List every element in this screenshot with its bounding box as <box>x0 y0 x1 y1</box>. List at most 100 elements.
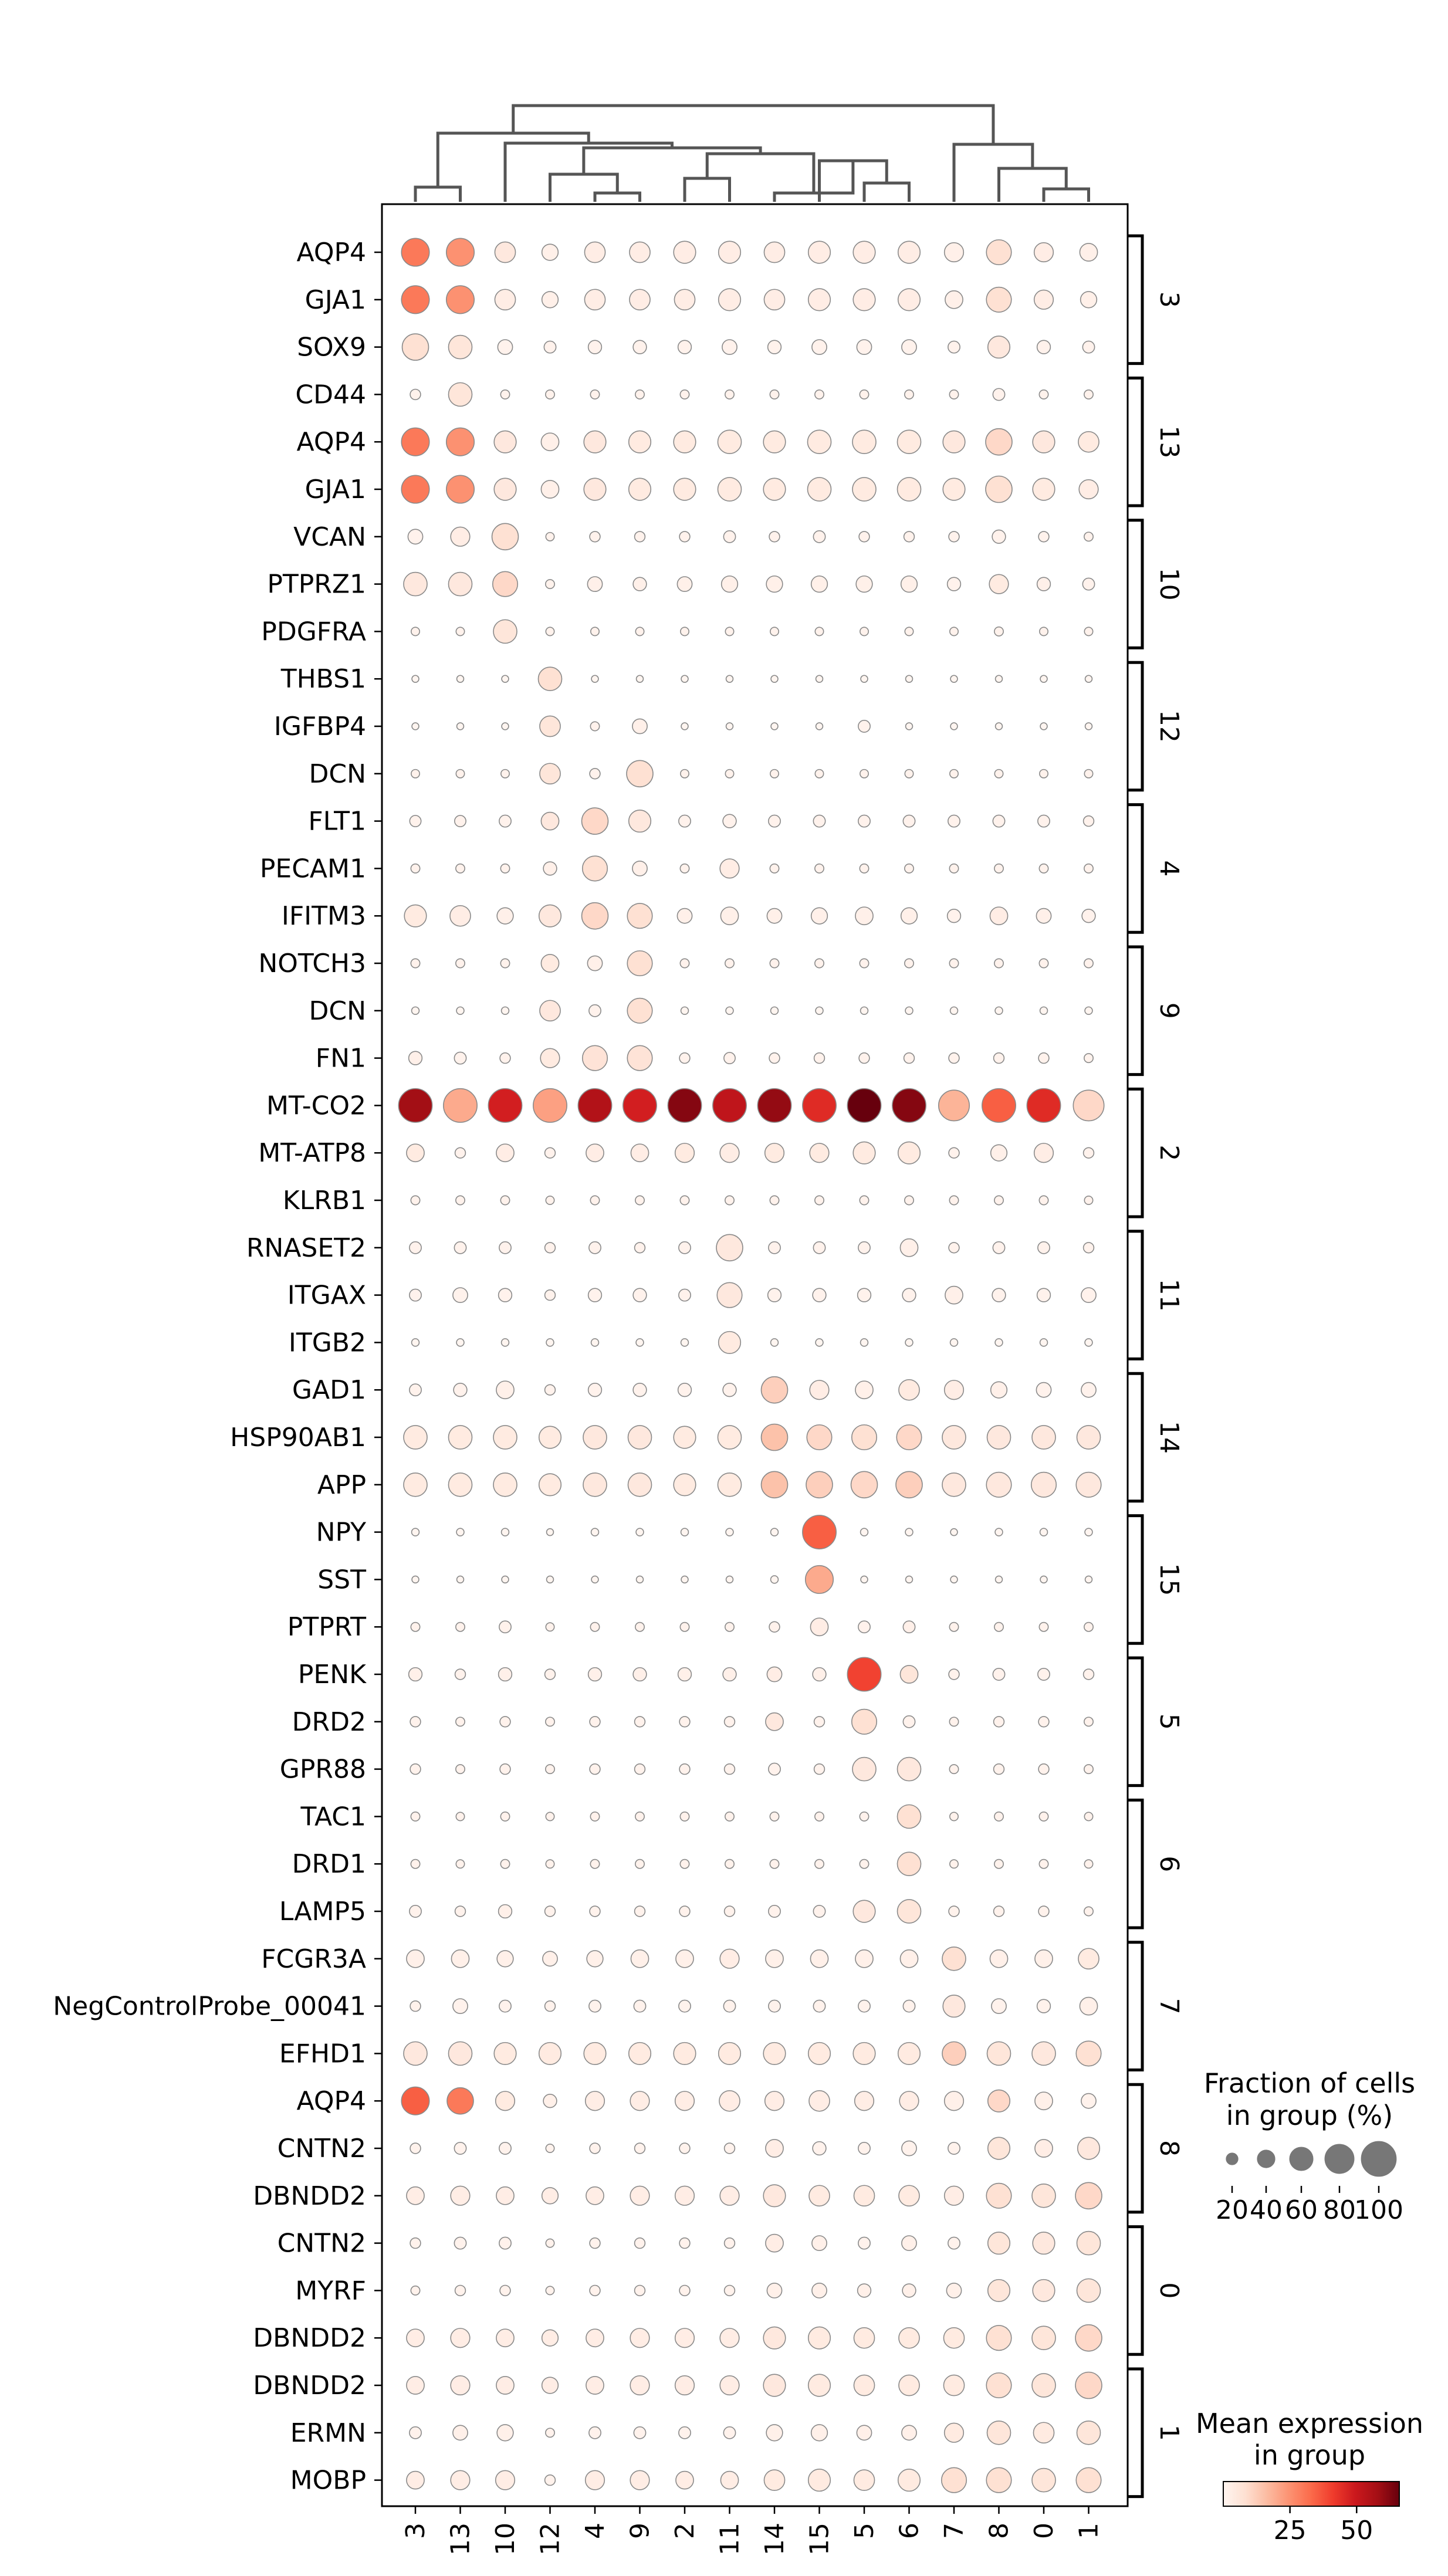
dot-tac1-cluster-2 <box>679 1811 690 1822</box>
gene-label: GJA1 <box>305 285 366 315</box>
dot-dbndd2-cluster-7 <box>943 2374 965 2396</box>
dot-app-cluster-12 <box>538 1473 562 1497</box>
dot-flt1-cluster-11 <box>722 814 737 828</box>
dot-ptprt-cluster-9 <box>635 1622 645 1632</box>
dot-thbs1-cluster-15 <box>815 675 824 683</box>
dot-sox9-cluster-15 <box>811 339 827 356</box>
dot-itgax-cluster-5 <box>857 1288 872 1302</box>
dot-itgb2-cluster-9 <box>635 1338 644 1347</box>
dot-dcn-cluster-9 <box>627 997 653 1024</box>
dot-myrf-cluster-3 <box>410 2285 421 2296</box>
dot-pecam1-cluster-0 <box>1038 863 1049 874</box>
dot-cd44-cluster-14 <box>769 389 780 400</box>
dot-igfbp4-cluster-8 <box>994 722 1003 730</box>
dot-rnaset2-cluster-14 <box>768 1241 781 1254</box>
dot-pdgfra-cluster-10 <box>493 619 517 644</box>
dot-aqp4-cluster-7 <box>943 242 965 263</box>
dot-aqp4-cluster-4 <box>583 430 607 453</box>
gene-label: HSP90AB1 <box>230 1423 366 1453</box>
dot-pdgfra-cluster-11 <box>725 627 735 637</box>
dot-dcn-cluster-0 <box>1039 1006 1048 1015</box>
group-label: 3 <box>1154 292 1184 308</box>
dot-fcgr3a-cluster-13 <box>451 1949 470 1968</box>
dot-aqp4-cluster-14 <box>764 2091 785 2111</box>
dot-itgax-cluster-6 <box>902 1288 916 1302</box>
cluster-label: 3 <box>401 2523 431 2539</box>
dot-gpr88-cluster-9 <box>634 1763 646 1775</box>
dot-rnaset2-cluster-11 <box>716 1234 743 1262</box>
dot-aqp4-cluster-3 <box>401 427 430 456</box>
dot-itgb2-cluster-14 <box>770 1338 779 1347</box>
dot-flt1-cluster-5 <box>858 814 871 828</box>
dot-pdgfra-cluster-2 <box>680 627 689 637</box>
dot-myrf-cluster-14 <box>766 2282 783 2299</box>
dot-gja1-cluster-7 <box>942 478 966 501</box>
dot-dcn-cluster-7 <box>949 1006 959 1015</box>
gene-label: PTPRT <box>287 1612 366 1642</box>
group-bracket <box>1128 1514 1144 1645</box>
size-legend-label: 100 <box>1354 2195 1403 2225</box>
gene-label: DBNDD2 <box>253 2323 366 2353</box>
dot-gad1-cluster-3 <box>409 1383 422 1397</box>
dot-ptprt-cluster-7 <box>949 1622 959 1632</box>
dot-negcontrolprobe_00041-cluster-14 <box>768 1999 781 2013</box>
dot-aqp4-cluster-15 <box>807 241 831 264</box>
dot-gja1-cluster-11 <box>718 288 742 312</box>
dot-dbndd2-cluster-10 <box>496 2186 515 2205</box>
dot-flt1-cluster-8 <box>992 814 1006 828</box>
dot-cd44-cluster-8 <box>992 388 1006 401</box>
dot-aqp4-cluster-14 <box>763 430 786 453</box>
dot-negcontrolprobe_00041-cluster-2 <box>678 1999 691 2013</box>
dot-cd44-cluster-9 <box>635 389 645 400</box>
dot-tac1-cluster-6 <box>896 1804 922 1829</box>
dot-rnaset2-cluster-12 <box>544 1242 556 1254</box>
dot-dbndd2-cluster-9 <box>630 2185 650 2206</box>
dot-lamp5-cluster-3 <box>409 1905 422 1918</box>
dot-pecam1-cluster-15 <box>814 863 824 874</box>
dot-ifitm3-cluster-13 <box>449 905 471 927</box>
dot-dcn-cluster-7 <box>949 769 959 778</box>
dot-mt-atp8-cluster-12 <box>544 1147 556 1159</box>
dot-fcgr3a-cluster-1 <box>1078 1948 1099 1970</box>
dot-pdgfra-cluster-13 <box>455 627 465 637</box>
dot-rnaset2-cluster-10 <box>499 1241 512 1254</box>
dot-cntn2-cluster-10 <box>499 2142 512 2155</box>
dot-thbs1-cluster-6 <box>905 675 914 683</box>
dot-mobp-cluster-14 <box>763 2469 786 2491</box>
dot-negcontrolprobe_00041-cluster-10 <box>499 1999 512 2013</box>
dot-ifitm3-cluster-8 <box>989 906 1009 926</box>
dot-dcn-cluster-12 <box>539 763 561 785</box>
dendrogram-link <box>593 191 641 202</box>
gene-label: DCN <box>309 759 366 789</box>
dot-dcn-cluster-3 <box>411 1006 420 1015</box>
dot-ptprz1-cluster-12 <box>545 579 555 590</box>
dot-fn1-cluster-1 <box>1084 1053 1094 1064</box>
plot-frame <box>381 203 1129 2507</box>
dot-itgb2-cluster-4 <box>590 1338 600 1347</box>
dot-mt-atp8-cluster-2 <box>674 1143 695 1163</box>
dot-drd1-cluster-14 <box>769 1859 780 1869</box>
cluster-label: 7 <box>939 2523 969 2539</box>
dot-efhd1-cluster-0 <box>1031 2041 1056 2066</box>
gene-label: MT-CO2 <box>266 1091 366 1121</box>
gene-label: ERMN <box>290 2418 366 2448</box>
dot-klrb1-cluster-15 <box>814 1195 824 1206</box>
dot-mt-co2-cluster-2 <box>667 1088 702 1123</box>
dot-sox9-cluster-8 <box>987 336 1011 359</box>
dot-lamp5-cluster-11 <box>723 1905 736 1917</box>
dot-aqp4-cluster-10 <box>494 241 516 263</box>
dot-lamp5-cluster-2 <box>679 1905 691 1917</box>
dot-dbndd2-cluster-14 <box>763 2374 786 2397</box>
color-legend-title-line2: in group <box>1254 2439 1365 2471</box>
dot-tac1-cluster-8 <box>994 1811 1004 1822</box>
dot-npy-cluster-9 <box>635 1528 644 1536</box>
dot-mt-co2-cluster-6 <box>892 1088 926 1123</box>
dot-npy-cluster-4 <box>590 1528 600 1536</box>
dot-cntn2-cluster-12 <box>545 2238 555 2248</box>
dot-rnaset2-cluster-2 <box>678 1241 691 1254</box>
dot-lamp5-cluster-0 <box>1038 1905 1050 1917</box>
dot-mt-atp8-cluster-11 <box>719 1143 740 1163</box>
dot-hsp90ab1-cluster-10 <box>493 1425 517 1450</box>
dot-rnaset2-cluster-6 <box>899 1238 919 1257</box>
dot-sst-cluster-15 <box>804 1565 834 1594</box>
